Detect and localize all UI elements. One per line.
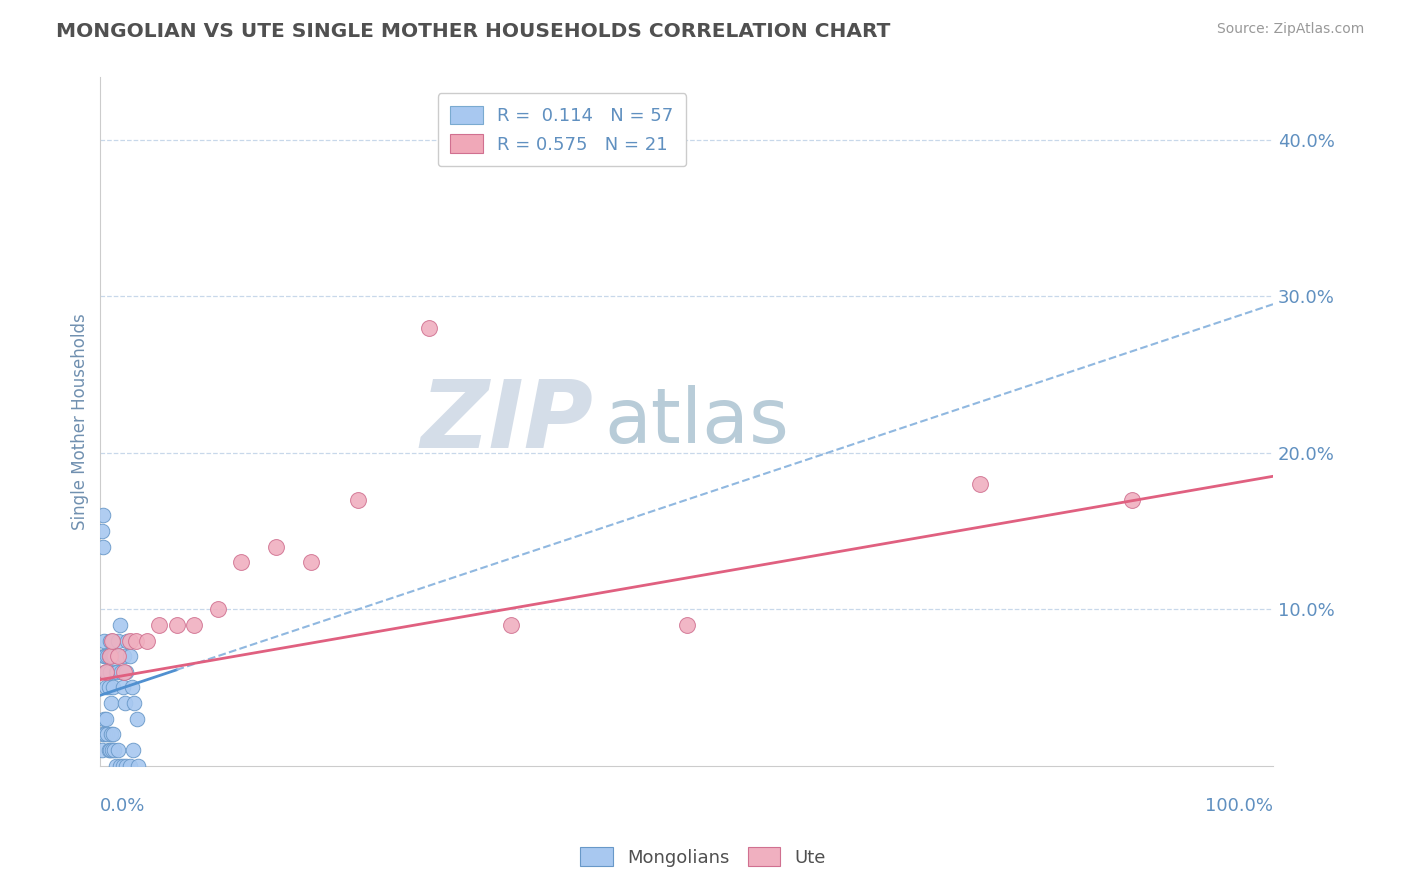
Text: atlas: atlas <box>605 384 790 458</box>
Point <box>98 665 121 679</box>
Point <box>122 743 145 757</box>
Point <box>183 618 205 632</box>
Point <box>103 681 125 695</box>
Point <box>264 540 287 554</box>
Point <box>124 696 146 710</box>
Point <box>96 665 118 679</box>
Text: 0.0%: 0.0% <box>100 797 146 814</box>
Point <box>418 320 440 334</box>
Point <box>118 649 141 664</box>
Point <box>117 633 139 648</box>
Point <box>93 712 115 726</box>
Point <box>96 649 118 664</box>
Point <box>108 649 131 664</box>
Point <box>97 649 120 664</box>
Point <box>111 758 134 772</box>
Point <box>166 618 188 632</box>
Point <box>125 712 148 726</box>
Point <box>91 540 114 554</box>
Point <box>118 758 141 772</box>
Point <box>91 508 114 523</box>
Legend: Mongolians, Ute: Mongolians, Ute <box>572 840 834 874</box>
Point <box>97 743 120 757</box>
Point <box>112 665 135 679</box>
Point <box>110 758 132 772</box>
Point <box>96 681 118 695</box>
Text: 100.0%: 100.0% <box>1205 797 1272 814</box>
Point <box>101 743 124 757</box>
Point <box>112 649 135 664</box>
Point <box>499 618 522 632</box>
Point <box>103 649 125 664</box>
Point <box>101 633 124 648</box>
Text: Source: ZipAtlas.com: Source: ZipAtlas.com <box>1216 22 1364 37</box>
Point <box>90 743 112 757</box>
Point <box>124 633 146 648</box>
Point <box>96 665 118 679</box>
Point <box>103 649 125 664</box>
Point <box>103 727 125 741</box>
Point <box>347 492 370 507</box>
Point <box>969 477 991 491</box>
Point <box>127 758 149 772</box>
Text: ZIP: ZIP <box>420 376 593 467</box>
Point <box>115 758 138 772</box>
Point <box>103 743 125 757</box>
Point <box>104 758 127 772</box>
Point <box>1121 492 1143 507</box>
Point <box>111 681 134 695</box>
Point <box>136 633 159 648</box>
Point <box>148 618 170 632</box>
Point <box>207 602 229 616</box>
Point <box>94 727 117 741</box>
Point <box>104 665 127 679</box>
Point <box>96 727 118 741</box>
Point <box>121 681 143 695</box>
Y-axis label: Single Mother Households: Single Mother Households <box>72 313 89 530</box>
Point <box>107 649 129 664</box>
Legend: R =  0.114   N = 57, R = 0.575   N = 21: R = 0.114 N = 57, R = 0.575 N = 21 <box>437 94 686 166</box>
Point <box>107 633 129 648</box>
Point <box>98 633 121 648</box>
Point <box>94 649 117 664</box>
Point <box>91 727 114 741</box>
Point <box>100 727 122 741</box>
Point <box>98 649 121 664</box>
Point <box>114 696 136 710</box>
Point <box>94 665 117 679</box>
Point <box>107 743 129 757</box>
Point <box>101 649 124 664</box>
Point <box>115 665 138 679</box>
Point <box>229 555 252 569</box>
Point <box>93 649 115 664</box>
Point <box>301 555 323 569</box>
Point <box>98 743 121 757</box>
Point <box>675 618 697 632</box>
Text: MONGOLIAN VS UTE SINGLE MOTHER HOUSEHOLDS CORRELATION CHART: MONGOLIAN VS UTE SINGLE MOTHER HOUSEHOLD… <box>56 22 890 41</box>
Point <box>97 681 120 695</box>
Point <box>93 633 115 648</box>
Point <box>118 633 141 648</box>
Point <box>100 649 122 664</box>
Point <box>96 665 118 679</box>
Point <box>96 712 118 726</box>
Point <box>101 633 124 648</box>
Point <box>110 665 132 679</box>
Point <box>110 618 132 632</box>
Point <box>90 524 112 538</box>
Point <box>105 665 128 679</box>
Point <box>100 696 122 710</box>
